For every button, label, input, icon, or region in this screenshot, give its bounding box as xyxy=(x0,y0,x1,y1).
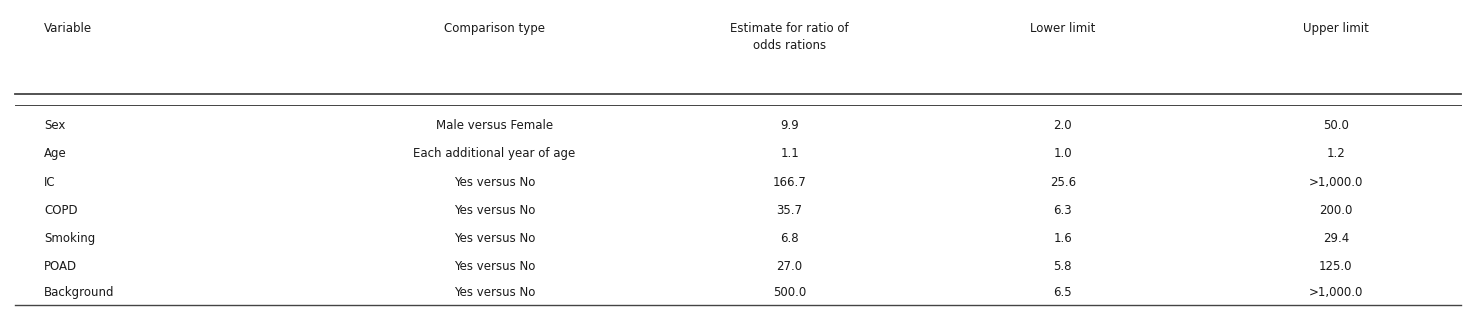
Text: Yes versus No: Yes versus No xyxy=(453,176,536,189)
Text: 200.0: 200.0 xyxy=(1320,204,1352,217)
Text: Male versus Female: Male versus Female xyxy=(435,119,554,132)
Text: 35.7: 35.7 xyxy=(776,204,803,217)
Text: Variable: Variable xyxy=(44,22,93,35)
Text: Sex: Sex xyxy=(44,119,65,132)
Text: POAD: POAD xyxy=(44,260,77,273)
Text: 500.0: 500.0 xyxy=(773,286,806,299)
Text: Yes versus No: Yes versus No xyxy=(453,204,536,217)
Text: Yes versus No: Yes versus No xyxy=(453,232,536,245)
Text: >1,000.0: >1,000.0 xyxy=(1309,176,1362,189)
Text: 1.6: 1.6 xyxy=(1054,232,1072,245)
Text: Estimate for ratio of
odds rations: Estimate for ratio of odds rations xyxy=(731,22,849,52)
Text: Yes versus No: Yes versus No xyxy=(453,260,536,273)
Text: 9.9: 9.9 xyxy=(781,119,799,132)
Text: 166.7: 166.7 xyxy=(773,176,806,189)
Text: 6.8: 6.8 xyxy=(781,232,799,245)
Text: Background: Background xyxy=(44,286,115,299)
Text: 27.0: 27.0 xyxy=(776,260,803,273)
Text: IC: IC xyxy=(44,176,56,189)
Text: 6.5: 6.5 xyxy=(1054,286,1072,299)
Text: 2.0: 2.0 xyxy=(1054,119,1072,132)
Text: Smoking: Smoking xyxy=(44,232,96,245)
Text: 25.6: 25.6 xyxy=(1049,176,1076,189)
Text: 1.1: 1.1 xyxy=(781,147,799,160)
Text: Each additional year of age: Each additional year of age xyxy=(413,147,576,160)
Text: Lower limit: Lower limit xyxy=(1030,22,1095,35)
Text: 1.0: 1.0 xyxy=(1054,147,1072,160)
Text: 6.3: 6.3 xyxy=(1054,204,1072,217)
Text: 5.8: 5.8 xyxy=(1054,260,1072,273)
Text: Yes versus No: Yes versus No xyxy=(453,286,536,299)
Text: 125.0: 125.0 xyxy=(1320,260,1352,273)
Text: COPD: COPD xyxy=(44,204,78,217)
Text: Upper limit: Upper limit xyxy=(1303,22,1368,35)
Text: 29.4: 29.4 xyxy=(1322,232,1349,245)
Text: Comparison type: Comparison type xyxy=(444,22,545,35)
Text: >1,000.0: >1,000.0 xyxy=(1309,286,1362,299)
Text: 1.2: 1.2 xyxy=(1327,147,1345,160)
Text: Age: Age xyxy=(44,147,66,160)
Text: 50.0: 50.0 xyxy=(1322,119,1349,132)
